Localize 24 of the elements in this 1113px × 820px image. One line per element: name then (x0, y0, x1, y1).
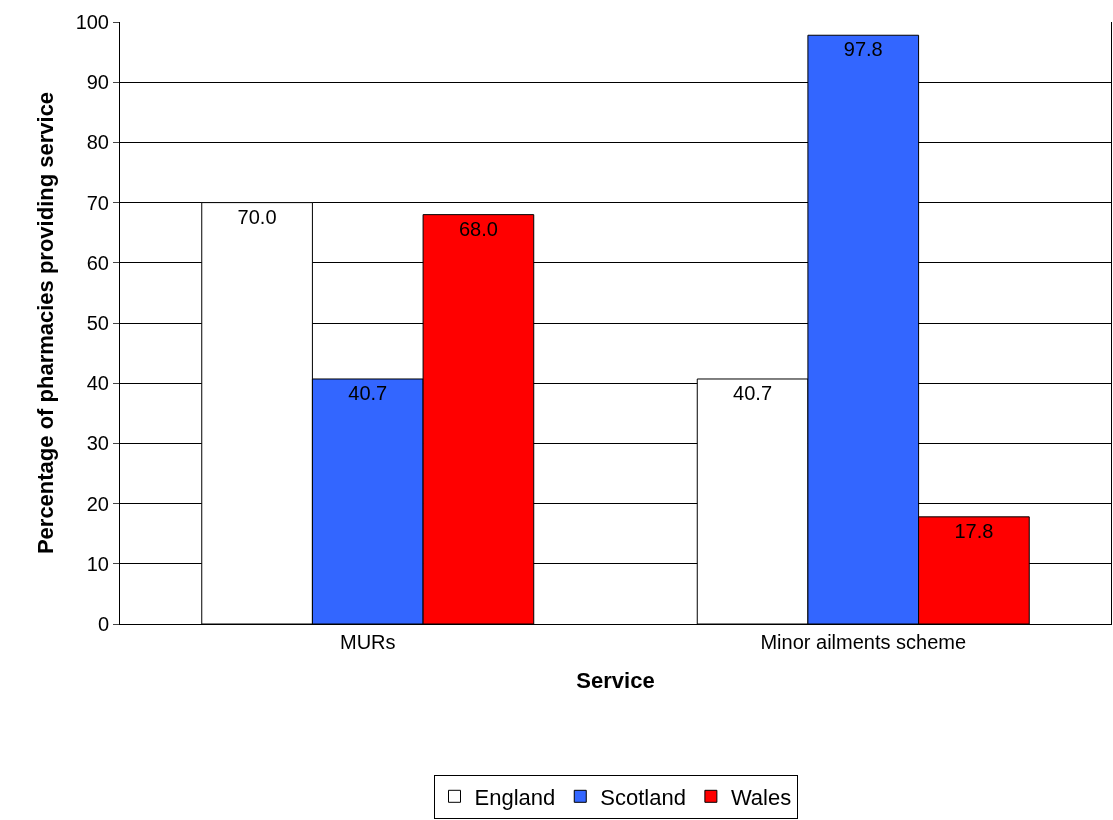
data-label: 40.7 (348, 381, 388, 404)
x-tick-label: MURs (339, 631, 396, 653)
legend-label: Scotland (600, 784, 686, 810)
data-label: 40.7 (733, 381, 773, 404)
y-axis-title: Percentage of pharmacies providing service (33, 91, 59, 555)
y-tick-label: 20 (86, 492, 109, 515)
legend-label: England (474, 784, 556, 810)
y-tick-label: 90 (86, 71, 109, 94)
x-axis-title: Service (576, 667, 655, 693)
y-tick-label: 40 (86, 372, 109, 395)
legend-label: Wales (730, 784, 792, 810)
y-tick-label: 50 (86, 312, 109, 334)
data-label: 70.0 (237, 205, 277, 228)
x-tick-label: Minor ailments scheme (760, 631, 967, 653)
data-label: 97.8 (843, 38, 883, 61)
y-tick-label: 70 (86, 191, 109, 214)
y-tick-label: 100 (75, 11, 109, 33)
data-label: 68.0 (458, 217, 498, 240)
y-tick-label: 30 (86, 432, 109, 455)
data-label: 17.8 (954, 519, 994, 542)
y-tick-label: 0 (97, 613, 109, 635)
y-tick-label: 80 (86, 131, 109, 154)
y-tick-label: 10 (86, 552, 109, 575)
y-tick-label: 60 (86, 251, 109, 274)
